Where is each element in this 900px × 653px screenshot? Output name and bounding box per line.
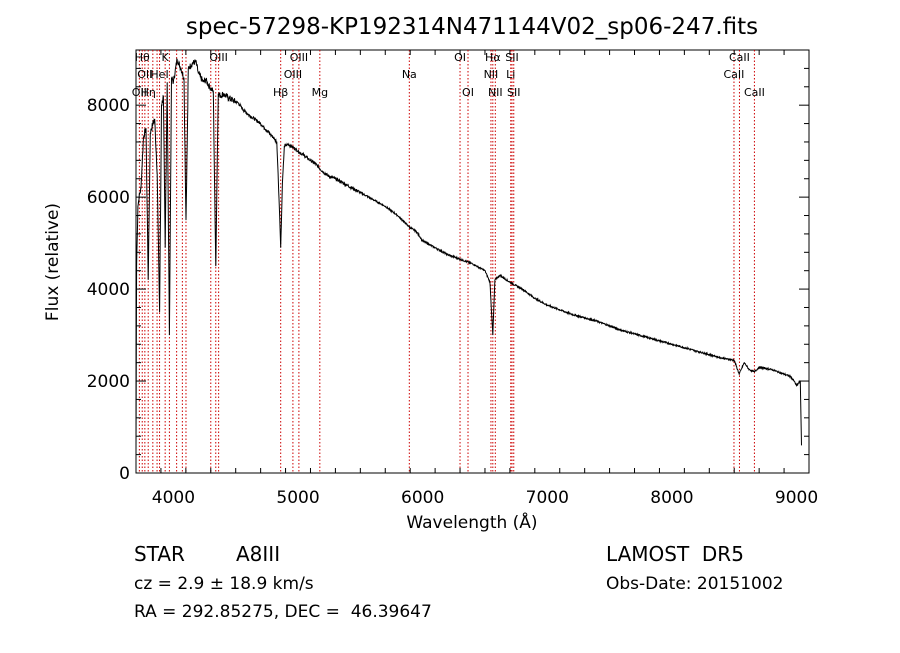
observation-date: Obs-Date: 20151002 (606, 574, 784, 594)
object-class: STAR (134, 542, 185, 566)
spectral-line-label: OI (462, 86, 474, 99)
spectral-line-label: CaII (724, 68, 745, 81)
spectral-line-label: HeI (150, 68, 168, 81)
redshift-cz: cz = 2.9 ± 18.9 km/s (134, 574, 314, 594)
spectral-line-label: OIII (209, 51, 227, 64)
line-markers (138, 50, 755, 473)
spectral-line-label: Li (506, 68, 515, 81)
x-tick-label: 6000 (401, 488, 444, 508)
survey-name: LAMOST DR5 (606, 542, 744, 566)
x-tick-label: 4000 (152, 488, 195, 508)
plot-frame (135, 49, 810, 474)
y-tick-label: 8000 (87, 96, 130, 116)
spectral-line-label: OIII (284, 68, 302, 81)
spectral-line-label: OII (137, 68, 152, 81)
object-subclass: A8III (236, 542, 281, 566)
spectral-line-label: Hη (141, 86, 156, 99)
spectral-line-label: Hθ (135, 51, 150, 64)
spectral-line-label: OIII (290, 51, 308, 64)
x-axis-label: Wavelength (Å) (406, 511, 537, 533)
y-tick-label: 2000 (87, 372, 130, 392)
x-tick-label: 5000 (276, 488, 319, 508)
spectral-line-label: SII (507, 86, 520, 99)
spectral-line-label: Mg (312, 86, 328, 99)
y-tick-label: 4000 (87, 280, 130, 300)
spectral-line-label: Na (402, 68, 417, 81)
spectral-line-label: NII (484, 68, 499, 81)
x-tick-label: 9000 (775, 488, 818, 508)
x-tick-label: 8000 (650, 488, 693, 508)
x-tick-label: 7000 (526, 488, 569, 508)
spectral-line-label: CaII (729, 51, 750, 64)
spectral-line-label: NII (488, 86, 503, 99)
chart-title: spec-57298-KP192314N471144V02_sp06-247.f… (186, 14, 758, 40)
spectral-line-label: K (162, 51, 170, 64)
y-axis-label: Flux (relative) (43, 203, 63, 321)
spectral-line-label: OI (454, 51, 466, 64)
ra-dec-coordinates: RA = 292.85275, DEC = 46.39647 (134, 602, 432, 622)
spectral-line-label: SII (505, 51, 518, 64)
spectral-line-label: Hα (485, 51, 501, 64)
y-tick-label: 6000 (87, 188, 130, 208)
spectrum-series-line (135, 58, 802, 451)
y-tick-label: 0 (119, 464, 130, 484)
x-axis-ticks: 4000 5000 6000 7000 8000 9000 (135, 50, 818, 508)
y-axis-ticks: 0 2000 4000 6000 8000 (87, 49, 809, 484)
spectral-line-label: CaII (744, 86, 765, 99)
spectral-line-label: Hβ (273, 86, 288, 99)
spectral-line-label: OII (132, 86, 147, 99)
